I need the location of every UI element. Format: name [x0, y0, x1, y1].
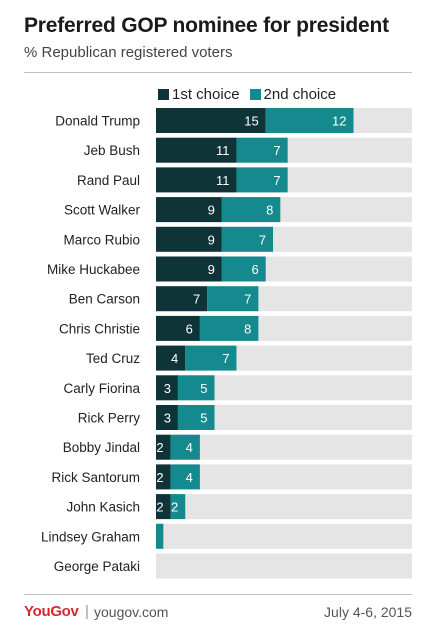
- data-label-second-choice-lindsey-graham: 1: [149, 529, 156, 544]
- bar-second-choice-carly-fiorina: [177, 375, 215, 401]
- bar-second-choice-marco-rubio: [221, 226, 274, 252]
- bar-second-choice-rick-perry: [177, 405, 215, 430]
- category-label-scott-walker: Scott Walker: [64, 203, 141, 218]
- data-label-first-choice-chris-christie: 6: [186, 321, 193, 336]
- legend-item-second-choice: 2nd choice: [249, 86, 337, 103]
- bar-second-choice-john-kasich: [170, 494, 186, 520]
- data-label-first-choice-donald-trump: 15: [244, 114, 258, 129]
- data-label-first-choice-jeb-bush: 11: [216, 143, 230, 158]
- legend-swatch-second-choice: [249, 89, 261, 100]
- data-label-second-choice-bobby-jindal: 4: [186, 440, 193, 455]
- data-label-second-choice-rand-paul: 7: [273, 173, 280, 188]
- yougov-logo: YouGov: [24, 603, 79, 620]
- top-divider: [24, 72, 412, 73]
- bar-second-choice-bobby-jindal: [170, 434, 200, 460]
- bar-first-choice-ben-carson: [156, 286, 208, 312]
- category-label-rick-perry: Rick Perry: [78, 411, 141, 426]
- category-label-carly-fiorina: Carly Fiorina: [63, 381, 140, 396]
- data-label-first-choice-mike-huckabee: 9: [208, 262, 215, 277]
- data-label-first-choice-ben-carson: 7: [193, 292, 200, 307]
- category-label-lindsey-graham: Lindsey Graham: [41, 529, 140, 544]
- bottom-divider: [24, 594, 412, 595]
- data-label-first-choice-rand-paul: 11: [216, 173, 230, 188]
- bar-first-choice-scott-walker: [156, 197, 222, 223]
- legend-label-first-choice: 1st choice: [172, 86, 240, 103]
- bar-first-choice-rand-paul: [156, 167, 237, 193]
- footer: YouGov | yougov.com July 4-6, 2015: [24, 603, 412, 623]
- bar-second-choice-ted-cruz: [185, 345, 237, 371]
- bar-first-choice-bobby-jindal: [156, 434, 171, 460]
- data-label-second-choice-scott-walker: 8: [266, 203, 273, 218]
- bar-track-george-pataki: [156, 553, 412, 579]
- data-label-second-choice-john-kasich: 2: [171, 500, 178, 515]
- category-label-ben-carson: Ben Carson: [69, 292, 140, 307]
- footer-site-link[interactable]: yougov.com: [94, 604, 169, 620]
- data-label-first-choice-bobby-jindal: 2: [156, 440, 163, 455]
- category-label-ted-cruz: Ted Cruz: [86, 351, 140, 366]
- data-label-first-choice-scott-walker: 9: [208, 203, 215, 218]
- data-label-first-choice-rick-perry: 3: [164, 411, 171, 426]
- bar-track-john-kasich: [156, 494, 412, 520]
- bar-first-choice-ted-cruz: [156, 345, 186, 371]
- bar-second-choice-rand-paul: [236, 167, 288, 193]
- bar-track-lindsey-graham: [156, 523, 412, 549]
- chart-title: Preferred GOP nominee for president: [24, 14, 389, 37]
- footer-date: July 4-6, 2015: [324, 604, 412, 620]
- bar-second-choice-rick-santorum: [170, 464, 200, 490]
- legend-swatch-first-choice: [158, 89, 169, 100]
- bar-second-choice-scott-walker: [221, 197, 281, 223]
- bar-second-choice-donald-trump: [265, 108, 354, 133]
- category-label-rick-santorum: Rick Santorum: [51, 470, 140, 485]
- data-label-second-choice-rick-perry: 5: [200, 411, 207, 426]
- data-label-first-choice-ted-cruz: 4: [171, 351, 178, 366]
- category-label-chris-christie: Chris Christie: [59, 321, 140, 336]
- bar-first-choice-jeb-bush: [156, 137, 237, 163]
- data-label-second-choice-donald-trump: 12: [332, 114, 346, 129]
- legend-item-first-choice: 1st choice: [158, 86, 240, 103]
- category-label-mike-huckabee: Mike Huckabee: [47, 262, 140, 277]
- category-label-marco-rubio: Marco Rubio: [63, 232, 140, 247]
- data-label-first-choice-carly-fiorina: 3: [164, 381, 171, 396]
- bar-first-choice-carly-fiorina: [156, 375, 178, 401]
- legend-label-second-choice: 2nd choice: [263, 86, 337, 103]
- bar-second-choice-chris-christie: [199, 315, 259, 341]
- chart-legend: 1st choice 2nd choice: [158, 86, 346, 103]
- data-label-second-choice-chris-christie: 8: [244, 321, 251, 336]
- bar-second-choice-ben-carson: [207, 286, 259, 312]
- data-label-second-choice-jeb-bush: 7: [273, 143, 280, 158]
- data-label-second-choice-rick-santorum: 4: [186, 470, 193, 485]
- category-label-george-pataki: George Pataki: [54, 559, 140, 574]
- data-label-first-choice-rick-santorum: 2: [156, 470, 163, 485]
- data-label-first-choice-john-kasich: 2: [156, 500, 163, 515]
- bar-second-choice-jeb-bush: [236, 137, 288, 163]
- category-label-rand-paul: Rand Paul: [77, 173, 140, 188]
- footer-separator: |: [85, 603, 89, 620]
- bar-first-choice-rick-santorum: [156, 464, 171, 490]
- bar-second-choice-mike-huckabee: [221, 256, 266, 282]
- bar-first-choice-chris-christie: [156, 315, 200, 341]
- data-label-second-choice-marco-rubio: 7: [259, 232, 266, 247]
- bar-first-choice-donald-trump: [156, 108, 266, 133]
- chart-subtitle: % Republican registered voters: [24, 44, 233, 61]
- bar-first-choice-mike-huckabee: [156, 256, 222, 282]
- category-label-john-kasich: John Kasich: [66, 500, 140, 515]
- category-label-bobby-jindal: Bobby Jindal: [63, 440, 140, 455]
- bar-first-choice-rick-perry: [156, 405, 178, 430]
- category-label-jeb-bush: Jeb Bush: [84, 143, 140, 158]
- bar-first-choice-marco-rubio: [156, 226, 222, 252]
- data-label-second-choice-ben-carson: 7: [244, 292, 251, 307]
- bar-second-choice-lindsey-graham: [156, 523, 164, 549]
- bar-first-choice-john-kasich: [156, 494, 171, 520]
- category-label-donald-trump: Donald Trump: [55, 114, 140, 129]
- data-label-second-choice-ted-cruz: 7: [222, 351, 229, 366]
- data-label-second-choice-carly-fiorina: 5: [200, 381, 207, 396]
- data-label-second-choice-mike-huckabee: 6: [251, 262, 258, 277]
- data-label-first-choice-marco-rubio: 9: [208, 232, 215, 247]
